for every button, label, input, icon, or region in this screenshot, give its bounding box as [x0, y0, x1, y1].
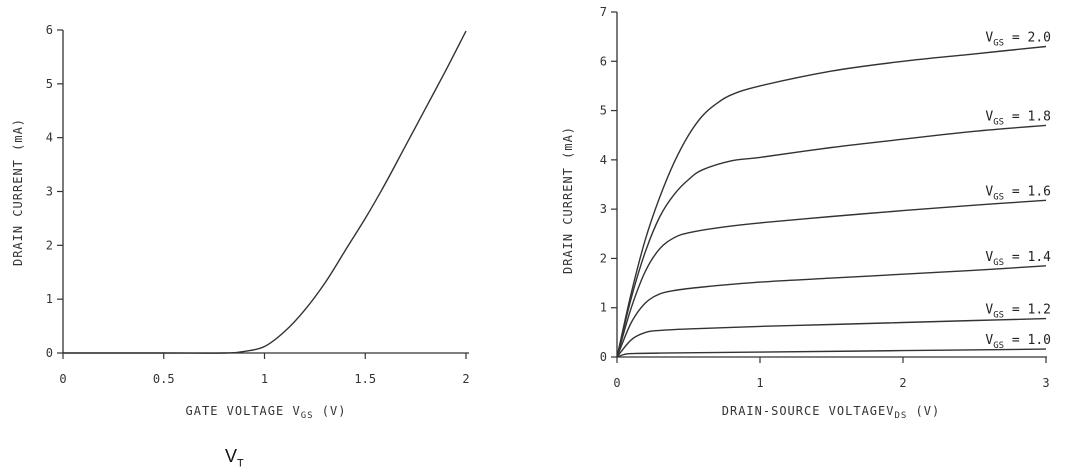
- left-x-tick-label: 0.5: [153, 372, 175, 386]
- curves-right: [616, 45, 1047, 358]
- left-y-tick-label: 5: [46, 77, 53, 91]
- left-y-tick-label: 6: [46, 23, 53, 37]
- right-series-line: [616, 317, 1047, 358]
- right-y-tick-label: 3: [600, 202, 607, 216]
- right-series-line: [616, 265, 1047, 358]
- left-y-tick-label: 3: [46, 185, 53, 199]
- right-series-label: VGS = 1.8: [985, 109, 1051, 127]
- right-series-label: VGS = 1.2: [985, 303, 1051, 321]
- x-ticks-left: 0 0.5 1 1.5 2: [59, 353, 470, 386]
- right-series-line: [616, 45, 1047, 358]
- right-y-tick-label: 0: [600, 350, 607, 364]
- left-y-tick-label: 0: [46, 346, 53, 360]
- left-y-tick-label: 2: [46, 238, 53, 252]
- y-axis-label-left: DRAIN CURRENT (mA): [11, 118, 25, 266]
- left-series-line: [63, 30, 467, 354]
- chart-output-characteristics: 0 1 2 3 4 5 6 7 0 1 2 3 VGS = 2.0 VGS = 1.8 VGS = 1.…: [561, 5, 1051, 421]
- left-x-tick-label: 0: [59, 372, 66, 386]
- left-y-tick-label: 4: [46, 131, 53, 145]
- x-axis-label-right: DRAIN-SOURCE VOLTAGEVDS (V): [722, 404, 940, 421]
- right-y-tick-label: 4: [600, 153, 607, 167]
- left-x-tick-label: 1.5: [354, 372, 376, 386]
- y-axis-label-right: DRAIN CURRENT (mA): [561, 126, 575, 274]
- right-y-tick-label: 5: [600, 104, 607, 118]
- right-series-line: [616, 199, 1047, 358]
- left-y-tick-label: 1: [46, 292, 53, 306]
- right-y-tick-label: 7: [600, 5, 607, 19]
- y-ticks-right: 0 1 2 3 4 5 6 7: [600, 5, 617, 364]
- curve-labels-right: VGS = 2.0 VGS = 1.8 VGS = 1.6 VGS = 1.4 VGS …: [985, 31, 1051, 352]
- right-x-tick-label: 2: [899, 376, 906, 390]
- right-y-tick-label: 1: [600, 301, 607, 315]
- right-y-tick-label: 6: [600, 54, 607, 68]
- left-x-tick-label: 2: [462, 372, 469, 386]
- right-series-line: [616, 348, 1047, 358]
- right-x-tick-label: 3: [1042, 376, 1049, 390]
- curves-left: [63, 30, 467, 354]
- x-axis-label-left: GATE VOLTAGE VGS (V): [186, 404, 347, 421]
- x-ticks-right: 0 1 2 3: [613, 357, 1050, 390]
- right-x-tick-label: 1: [756, 376, 763, 390]
- y-ticks-left: 0 1 2 3 4 5 6: [46, 23, 63, 360]
- right-x-tick-label: 0: [613, 376, 620, 390]
- threshold-voltage-label: VT: [225, 446, 244, 470]
- chart-transfer-characteristic: 0 1 2 3 4 5 6 0 0.5 1 1.5 2 DRAIN CURRENT (mA) GAT…: [11, 23, 470, 421]
- right-series-label: VGS = 1.4: [985, 250, 1051, 268]
- right-y-tick-label: 2: [600, 251, 607, 265]
- right-series-label: VGS = 1.6: [985, 184, 1051, 202]
- right-series-label: VGS = 1.0: [985, 333, 1051, 351]
- left-x-tick-label: 1: [261, 372, 268, 386]
- right-series-label: VGS = 2.0: [985, 31, 1051, 49]
- right-series-line: [616, 124, 1047, 358]
